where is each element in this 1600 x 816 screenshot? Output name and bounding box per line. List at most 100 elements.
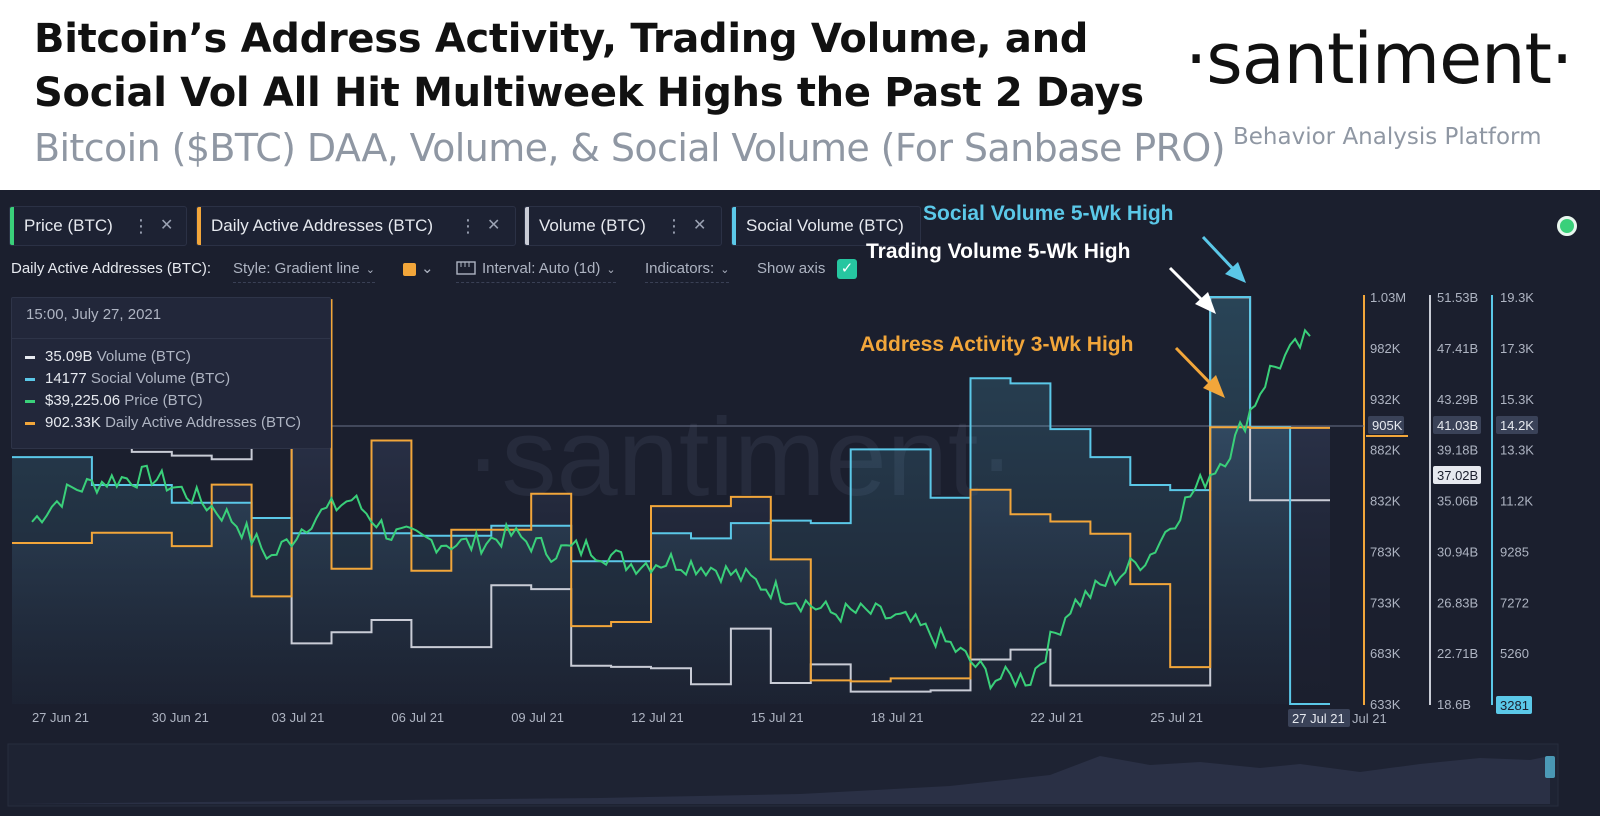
- x-tick-label: 12 Jul 21: [631, 710, 684, 725]
- title-line-1: Bitcoin’s Address Activity, Trading Volu…: [34, 16, 1089, 62]
- social-min-badge-bg: [1496, 696, 1532, 714]
- y-tick-label: 43.29B: [1437, 392, 1478, 407]
- tab-label: Social Volume (BTC): [746, 216, 904, 235]
- tab-label: Price (BTC): [24, 216, 113, 235]
- page-title: Bitcoin’s Address Activity, Trading Volu…: [34, 12, 1144, 120]
- tooltip-row-volume: 35.09B Volume (BTC): [25, 348, 191, 365]
- y-tick-label: 47.41B: [1437, 341, 1478, 356]
- style-dropdown[interactable]: Style: Gradient line ⌄: [233, 257, 375, 283]
- tooltip-row-price: $39,225.06 Price (BTC): [25, 392, 203, 409]
- title-line-2: Social Vol All Hit Multiweek Highs the P…: [34, 70, 1144, 116]
- annotation-arrows: [1168, 235, 1246, 398]
- x-tick-label: Jul 21: [1352, 711, 1387, 726]
- social-current-badge-bg: [1496, 416, 1538, 434]
- tab-label: Daily Active Addresses (BTC): [211, 216, 434, 235]
- interval-dropdown[interactable]: Interval: Auto (1d) ⌄: [456, 257, 616, 283]
- brand-tagline: Behavior Analysis Platform: [1233, 124, 1542, 150]
- tab-daily-active-addresses[interactable]: Daily Active Addresses (BTC) ⋮ ✕: [196, 206, 516, 246]
- tooltip-value: 902.33K: [45, 414, 101, 431]
- header: Bitcoin’s Address Activity, Trading Volu…: [0, 0, 1600, 190]
- color-swatch[interactable]: [403, 263, 416, 276]
- y-tick-label: 7272: [1500, 595, 1529, 610]
- chart-svg: ·santiment· 1.03M982K932K882K832K783K733…: [7, 202, 1559, 807]
- tooltip-value: $39,225.06: [45, 392, 121, 409]
- y-tick-label: 51.53B: [1437, 290, 1478, 305]
- y-tick-label: 35.06B: [1437, 494, 1478, 509]
- close-icon[interactable]: ✕: [487, 217, 501, 234]
- x-tick-label: 09 Jul 21: [511, 710, 564, 725]
- tooltip-value: 14177: [45, 370, 87, 387]
- volume-hover-badge-bg: [1433, 466, 1481, 484]
- santiment-logo: ·santiment·: [1185, 18, 1573, 100]
- tab-label: Volume (BTC): [539, 216, 646, 235]
- daa-line: [12, 299, 1330, 683]
- social-volume-line: [12, 296, 1330, 705]
- x-tick-label: 30 Jun 21: [152, 710, 209, 725]
- social-volume-area: [12, 297, 1330, 704]
- y-tick-label: 18.6B: [1437, 697, 1471, 712]
- price-line: [31, 328, 1311, 691]
- tab-color-bar: [525, 207, 529, 245]
- y-tick-label: 15.3K: [1500, 392, 1534, 407]
- chart-panel: Price (BTC) ⋮ ✕ Daily Active Addresses (…: [0, 190, 1600, 816]
- tab-color-bar: [10, 207, 14, 245]
- tab-social-volume[interactable]: Social Volume (BTC): [731, 206, 921, 246]
- annotation-social-volume: Social Volume 5-Wk High: [923, 202, 1173, 225]
- volume-current-badge: 41.03B: [1437, 418, 1478, 433]
- daa-current-badge-bg: [1368, 416, 1404, 434]
- indicators-label: Indicators:: [645, 260, 715, 277]
- tooltip-label: Social Volume (BTC): [90, 370, 231, 387]
- y-tick-label: 882K: [1370, 443, 1401, 458]
- y-tick-label: 633K: [1370, 697, 1401, 712]
- tab-price[interactable]: Price (BTC) ⋮ ✕: [9, 206, 187, 246]
- page-subtitle: Bitcoin ($BTC) DAA, Volume, & Social Vol…: [34, 126, 1226, 170]
- y-tick-label: 39.18B: [1437, 443, 1478, 458]
- volume-current-badge-bg: [1433, 416, 1481, 434]
- volume-line: [12, 296, 1330, 693]
- x-hover-badge-bg: [1288, 709, 1350, 727]
- y-tick-label: 1.03M: [1370, 290, 1406, 305]
- chevron-down-icon: ⌄: [365, 264, 375, 276]
- tab-volume[interactable]: Volume (BTC) ⋮ ✕: [524, 206, 722, 246]
- y-tick-label: 30.94B: [1437, 544, 1478, 559]
- y-tick-label: 683K: [1370, 646, 1401, 661]
- daa-current-badge: 905K: [1372, 418, 1403, 433]
- tooltip-label: Price (BTC): [124, 392, 203, 409]
- show-axis-checkbox[interactable]: ✓: [837, 259, 857, 279]
- interval-label: Interval: Auto (1d): [482, 260, 601, 277]
- y-tick-label: 11.2K: [1500, 494, 1533, 509]
- tooltip-label: Volume (BTC): [96, 348, 191, 365]
- x-tick-label: 25 Jul 21: [1150, 710, 1203, 725]
- x-tick-label: 06 Jul 21: [391, 710, 444, 725]
- axis-badges: 905K 41.03B 37.02B 14.2K 3281: [1366, 416, 1538, 714]
- tab-menu-icon[interactable]: ⋮: [459, 216, 477, 236]
- data-tooltip: 15:00, July 27, 2021 35.09B Volume (BTC)…: [11, 297, 331, 449]
- volume-hover-badge: 37.02B: [1437, 468, 1478, 483]
- tab-menu-icon[interactable]: ⋮: [132, 216, 150, 236]
- y-tick-label: 932K: [1370, 392, 1401, 407]
- y-axis-ticks: 1.03M 982K 932K 882K 832K 783K 733K 683K 633K 51.…: [1370, 290, 1534, 712]
- navigator: [7, 743, 1559, 807]
- interval-icon: [456, 261, 476, 275]
- annotation-address-activity: Address Activity 3-Wk High: [860, 333, 1133, 356]
- indicators-dropdown[interactable]: Indicators: ⌄: [645, 257, 730, 283]
- close-icon[interactable]: ✕: [693, 217, 707, 234]
- close-icon[interactable]: ✕: [160, 217, 174, 234]
- tooltip-value: 35.09B: [45, 348, 93, 365]
- tooltip-label: Daily Active Addresses (BTC): [105, 414, 301, 431]
- tab-menu-icon[interactable]: ⋮: [665, 216, 683, 236]
- y-tick-label: 17.3K: [1500, 341, 1534, 356]
- x-axis-ticks: 27 Jun 21 30 Jun 21 03 Jul 21 06 Jul 21 09 J…: [32, 709, 1387, 727]
- axis-lines: [12, 295, 1493, 705]
- live-status-icon: [1557, 216, 1577, 236]
- series-areas: [12, 297, 1330, 704]
- tooltip-row-social-volume: 14177 Social Volume (BTC): [25, 370, 230, 387]
- y-tick-label: 19.3K: [1500, 290, 1534, 305]
- color-chevron-down-icon[interactable]: ⌄: [421, 260, 434, 277]
- x-hover-badge: 27 Jul 21: [1292, 711, 1345, 726]
- y-tick-label: 5260: [1500, 646, 1529, 661]
- y-tick-label: 733K: [1370, 595, 1401, 610]
- y-tick-label: 9285: [1500, 544, 1529, 559]
- tooltip-date: 15:00, July 27, 2021: [26, 306, 162, 323]
- chevron-down-icon: ⌄: [606, 264, 616, 276]
